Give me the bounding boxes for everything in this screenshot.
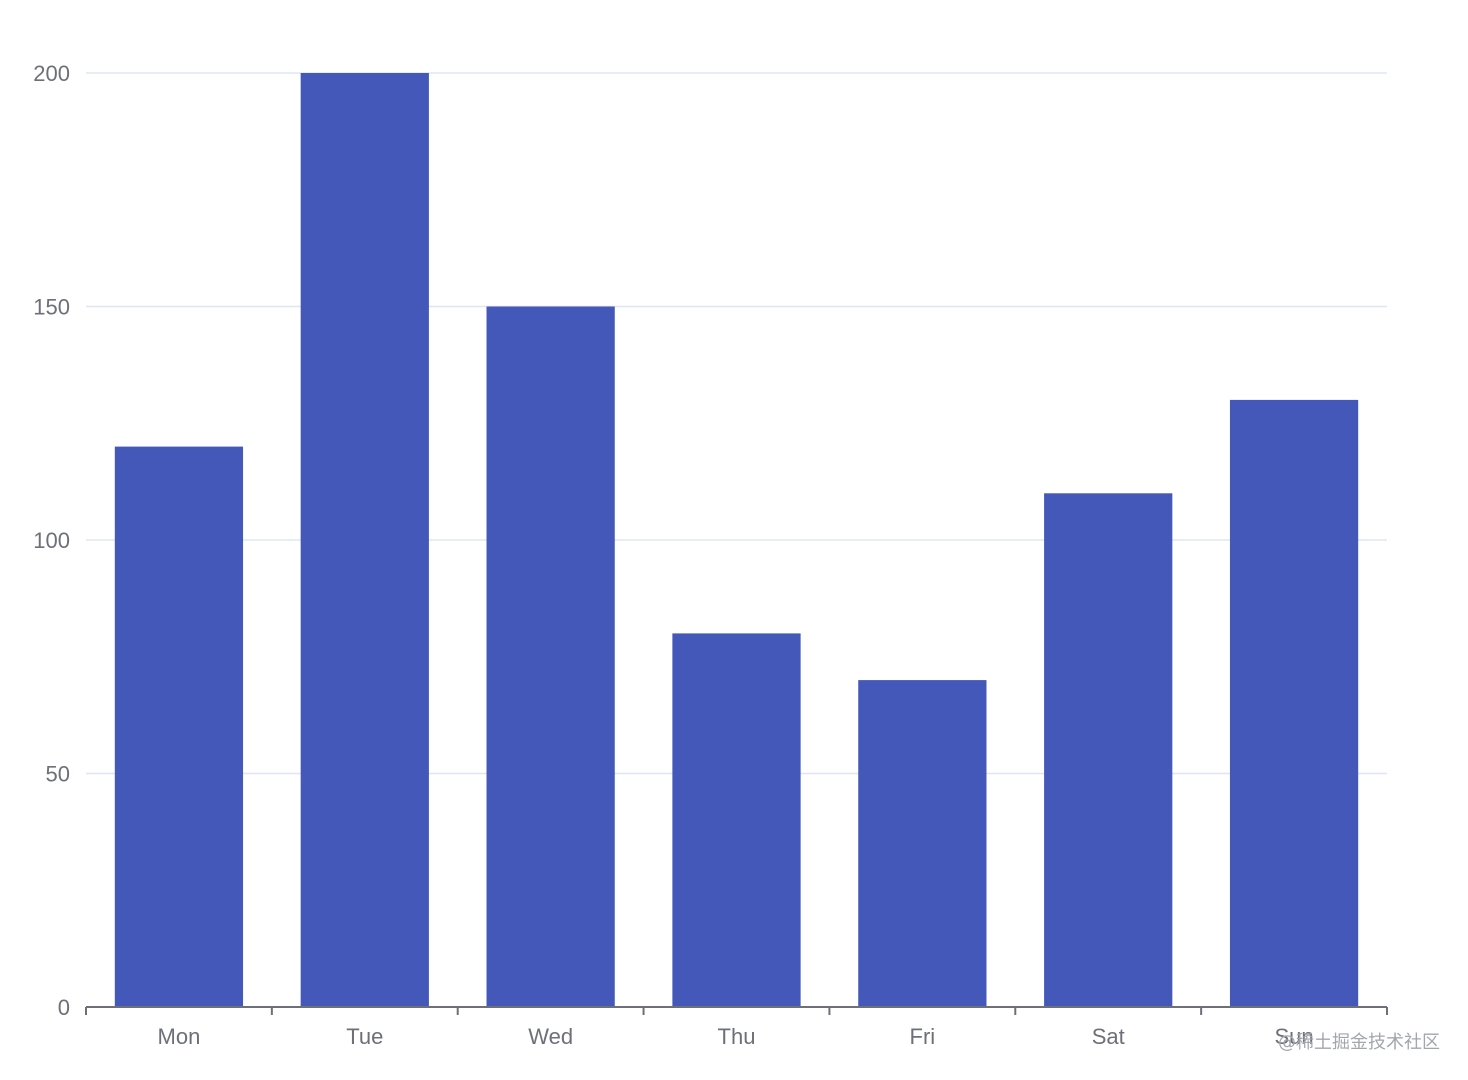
y-tick-label: 150 bbox=[33, 295, 70, 320]
x-tick-label: Wed bbox=[528, 1024, 573, 1049]
bars bbox=[114, 73, 1359, 1008]
bar-tue bbox=[300, 73, 429, 1007]
x-tick-label: Tue bbox=[346, 1024, 383, 1049]
watermark-text: @稀土掘金技术社区 bbox=[1278, 1032, 1440, 1053]
y-tick-label: 200 bbox=[33, 61, 70, 86]
bar-wed bbox=[486, 306, 615, 1007]
x-tick-label: Sun bbox=[1274, 1024, 1313, 1049]
y-tick-label: 0 bbox=[58, 995, 70, 1020]
y-tick-label: 100 bbox=[33, 528, 70, 553]
x-tick-label: Fri bbox=[910, 1024, 936, 1049]
y-tick-label: 50 bbox=[46, 762, 70, 787]
x-tick-label: Thu bbox=[718, 1024, 756, 1049]
x-tick-label: Mon bbox=[158, 1024, 201, 1049]
bar-fri bbox=[858, 680, 987, 1007]
x-tick-label: Sat bbox=[1092, 1024, 1125, 1049]
tick-labels: 0 50 100 150 200 Mon Tue Wed Thu Fri Sat Sun bbox=[33, 61, 1313, 1049]
bar-thu bbox=[672, 633, 801, 1007]
bar-sat bbox=[1044, 493, 1173, 1007]
bar-mon bbox=[114, 446, 244, 1008]
axes bbox=[85, 1006, 1388, 1015]
bar-sun bbox=[1229, 399, 1359, 1007]
